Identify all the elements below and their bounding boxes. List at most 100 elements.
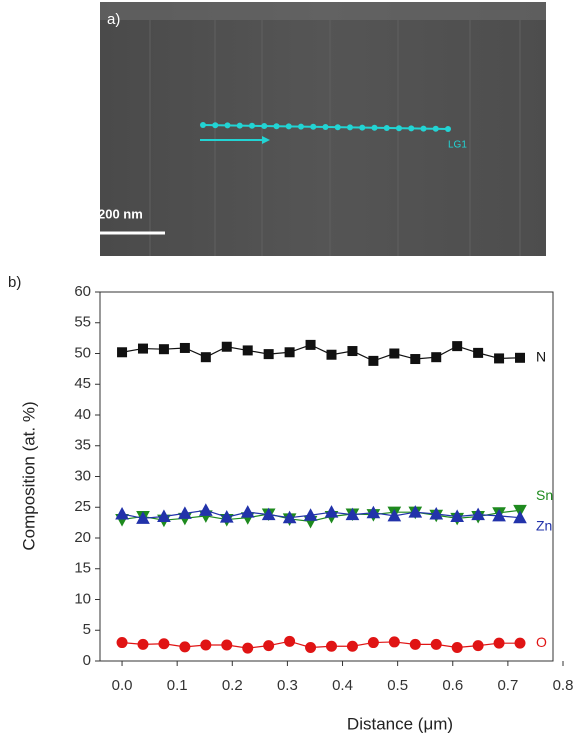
x-tick-label: 0.2	[222, 677, 243, 694]
x-axis-label: Distance (μm)	[347, 714, 453, 733]
x-tick-label: 0.7	[497, 677, 518, 694]
x-tick-label: 0.3	[277, 677, 298, 694]
y-tick-label: 0	[83, 652, 91, 669]
x-tick-label: 0.0	[112, 677, 133, 694]
marker	[472, 640, 484, 652]
y-tick-label: 60	[74, 283, 91, 300]
scan-dot	[261, 123, 268, 129]
scan-dot	[273, 123, 280, 130]
y-tick-label: 25	[74, 498, 91, 515]
y-tick-label: 15	[74, 560, 91, 577]
marker	[284, 347, 295, 358]
y-tick-label: 35	[74, 437, 91, 454]
marker	[263, 349, 274, 360]
marker	[242, 345, 253, 356]
x-tick-label: 0.8	[553, 677, 574, 694]
marker	[493, 637, 505, 649]
scan-dot	[383, 125, 390, 131]
scan-dot	[420, 125, 427, 132]
marker	[242, 642, 254, 654]
marker	[137, 638, 149, 650]
scan-dot	[200, 122, 206, 128]
marker	[305, 339, 316, 350]
marker	[515, 352, 526, 363]
y-tick-label: 50	[74, 344, 91, 361]
marker	[116, 637, 128, 649]
scan-dot	[334, 124, 341, 131]
marker	[514, 637, 526, 649]
marker	[158, 344, 169, 355]
surface-band	[100, 2, 546, 20]
y-tick-label: 10	[74, 590, 91, 607]
marker	[387, 508, 402, 522]
marker	[326, 349, 337, 360]
scan-dot	[285, 123, 292, 130]
sem-image	[100, 2, 546, 256]
scan-dot	[347, 124, 353, 131]
marker	[137, 343, 148, 354]
marker	[263, 640, 275, 652]
marker	[430, 638, 442, 650]
marker	[198, 503, 213, 516]
marker	[303, 508, 318, 521]
scan-dot	[249, 122, 255, 129]
y-tick-label: 20	[74, 529, 91, 546]
marker	[115, 506, 129, 520]
marker	[450, 509, 465, 522]
marker	[367, 637, 379, 649]
line-label: LG1	[448, 140, 467, 151]
marker	[158, 638, 170, 650]
marker	[326, 640, 337, 652]
micrograph: LG1 a) 200 nm	[98, 2, 546, 256]
scale-bar-label: 200 nm	[98, 206, 143, 221]
marker	[219, 510, 234, 523]
scan-dot	[396, 125, 402, 132]
scan-dot	[408, 125, 415, 132]
scan-dot	[310, 123, 317, 130]
legend-label: O	[536, 634, 547, 650]
scan-dot	[298, 123, 304, 130]
marker	[179, 342, 190, 353]
marker	[347, 346, 358, 357]
marker	[117, 347, 128, 358]
marker	[494, 353, 505, 364]
arrow-head	[262, 136, 270, 144]
marker	[305, 641, 317, 653]
x-tick-label: 0.4	[332, 677, 353, 694]
scan-dot	[322, 124, 329, 130]
marker	[431, 352, 442, 363]
y-axis-label: Composition (at. %)	[19, 401, 38, 550]
marker	[452, 341, 463, 352]
scan-points	[200, 122, 451, 132]
y-tick-label: 30	[74, 467, 91, 484]
marker	[240, 505, 255, 518]
x-tick-label: 0.6	[442, 677, 463, 694]
marker	[179, 641, 191, 653]
marker	[200, 639, 212, 651]
scan-dot	[224, 122, 231, 129]
scan-dot	[359, 124, 366, 131]
legend-label: Zn	[536, 517, 552, 533]
marker	[345, 507, 360, 521]
marker	[473, 347, 484, 358]
y-tick-label: 55	[74, 314, 91, 331]
marker	[324, 505, 339, 518]
y-tick-label: 5	[83, 621, 91, 638]
marker	[471, 507, 485, 521]
x-tick-label: 0.1	[167, 677, 188, 694]
marker	[429, 506, 444, 520]
marker	[451, 641, 463, 653]
legend-label: N	[536, 349, 546, 365]
marker	[368, 355, 379, 366]
marker	[261, 507, 276, 521]
marker	[513, 510, 527, 524]
scan-dot	[371, 124, 378, 131]
marker	[410, 354, 421, 365]
y-tick-label: 40	[74, 406, 91, 423]
scan-dot	[212, 122, 219, 129]
panel-label: b)	[8, 274, 21, 291]
scan-dot	[445, 126, 451, 132]
scan-dot	[236, 122, 243, 129]
